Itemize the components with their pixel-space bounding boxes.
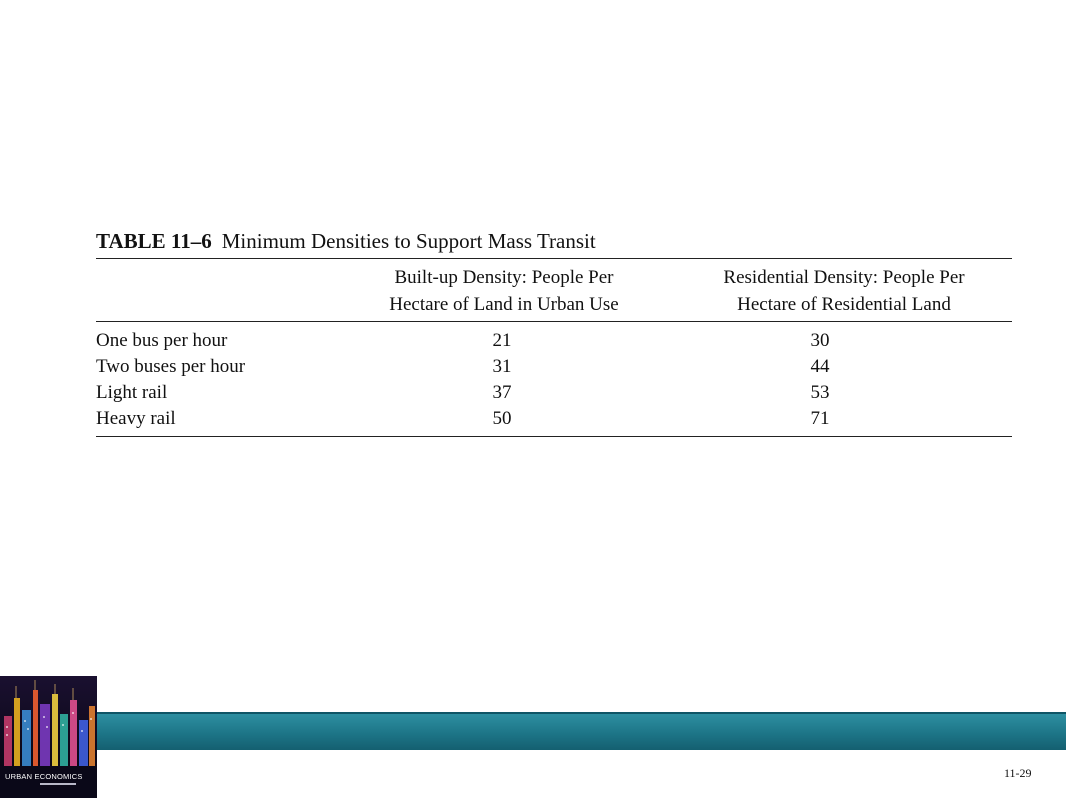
table-row: Two buses per hour 31 44 bbox=[96, 354, 1012, 380]
row-label: Heavy rail bbox=[96, 408, 176, 429]
table-row: Heavy rail 50 71 bbox=[96, 406, 1012, 437]
book-cover-image: URBAN ECONOMICS bbox=[0, 676, 97, 798]
built-up-value: 50 bbox=[492, 408, 512, 429]
table-block: TABLE 11–6 Minimum Densities to Support M… bbox=[96, 226, 1012, 437]
table-title: Minimum Densities to Support Mass Transi… bbox=[221, 229, 596, 253]
header-residential-line-1: Residential Density: People Per bbox=[723, 267, 965, 288]
city-skyline-icon bbox=[0, 676, 97, 798]
book-title: URBAN ECONOMICS bbox=[5, 772, 83, 781]
header-built-up-density: Built-up Density: People Per Hectare of … bbox=[332, 259, 676, 322]
book-author-line bbox=[40, 783, 76, 785]
residential-value: 30 bbox=[810, 330, 830, 351]
density-table: Built-up Density: People Per Hectare of … bbox=[96, 258, 1012, 437]
header-blank-cell bbox=[96, 259, 332, 322]
header-built-up-line-2: Hectare of Land in Urban Use bbox=[389, 294, 619, 315]
footer-band bbox=[0, 712, 1066, 750]
row-label: Two buses per hour bbox=[96, 356, 246, 377]
table-header-row: Built-up Density: People Per Hectare of … bbox=[96, 258, 1012, 322]
row-label: Light rail bbox=[96, 382, 168, 403]
residential-value: 53 bbox=[810, 382, 830, 403]
table-row: Light rail 37 53 bbox=[96, 380, 1012, 406]
table-label: TABLE 11–6 bbox=[96, 229, 212, 253]
table-row: One bus per hour 21 30 bbox=[96, 322, 1012, 355]
built-up-value: 37 bbox=[492, 382, 512, 403]
row-label: One bus per hour bbox=[96, 330, 228, 351]
built-up-value: 21 bbox=[492, 330, 512, 351]
header-residential-line-2: Hectare of Residential Land bbox=[737, 294, 951, 315]
built-up-value: 31 bbox=[492, 356, 512, 377]
slide-page-number: 11-29 bbox=[1004, 766, 1032, 780]
residential-value: 44 bbox=[810, 356, 830, 377]
header-built-up-line-1: Built-up Density: People Per bbox=[394, 267, 614, 288]
residential-value: 71 bbox=[810, 408, 830, 429]
table-caption: TABLE 11–6 Minimum Densities to Support M… bbox=[96, 226, 1012, 258]
header-residential-density: Residential Density: People Per Hectare … bbox=[676, 259, 1012, 322]
